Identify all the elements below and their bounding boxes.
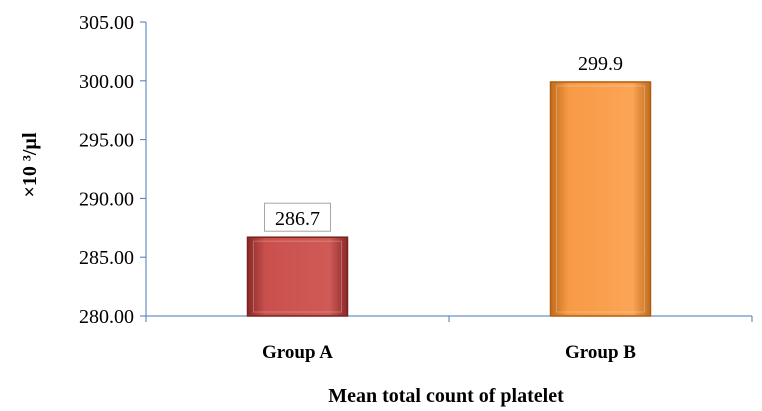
bar-bevel [253,240,342,313]
data-label-box [264,202,331,232]
x-axis-title: Mean total count of platelet [328,385,564,407]
y-ticks: 280.00 285.00 290.00 295.00 300.00 305.00 [79,12,753,328]
data-label: 299.9 [578,53,623,75]
category-labels: Group A Group B [262,342,636,363]
y-tick-label: 280.00 [79,306,134,328]
y-axis-title: ×10 ³/µl [19,132,41,197]
y-tick-label: 305.00 [79,12,134,34]
x-category-label: Group A [262,342,333,363]
bar-group-b [549,81,652,317]
data-labels: 286.7 299.9 [264,53,623,232]
y-tick-label: 285.00 [79,247,134,269]
y-tick-label: 295.00 [79,130,134,152]
bar-bevel [556,85,645,313]
y-tick-label: 290.00 [79,188,134,210]
x-category-label: Group B [565,342,636,363]
y-tick-label: 300.00 [79,71,134,93]
data-label: 286.7 [275,208,320,230]
bar-group-a [246,236,349,317]
bars [246,81,652,317]
